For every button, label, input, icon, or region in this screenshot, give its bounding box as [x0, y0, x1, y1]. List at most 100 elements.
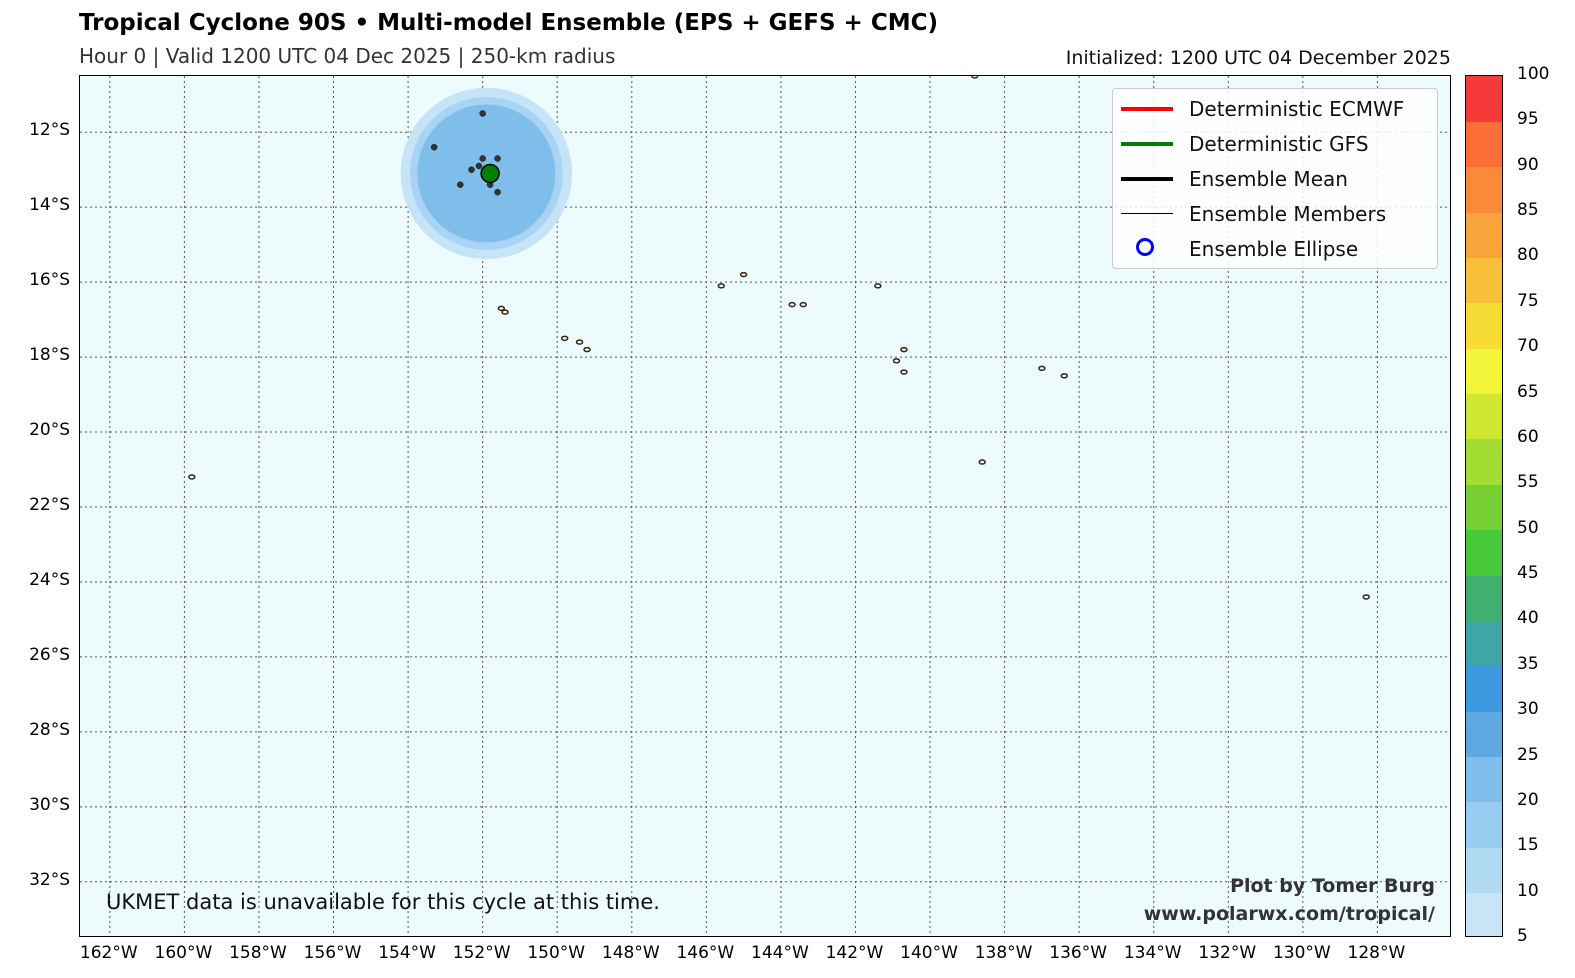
latitude-tick-label: 20°S [29, 420, 70, 441]
colorbar-segment [1466, 892, 1502, 936]
latitude-tick-label: 22°S [29, 495, 70, 515]
colorbar-tick-label: 40 [1517, 608, 1539, 629]
island-outline [874, 283, 882, 289]
ensemble-member-point [457, 181, 464, 188]
latitude-tick-label: 26°S [29, 644, 70, 665]
legend-item-gfs: Deterministic GFS [1113, 128, 1437, 158]
colorbar-tick-label: 80 [1517, 245, 1539, 266]
latitude-tick-label: 24°S [29, 569, 70, 590]
colorbar-tick-label: 55 [1517, 472, 1539, 493]
legend-swatch-ensemble-members [1121, 213, 1173, 214]
colorbar-segment [1466, 529, 1502, 576]
longitude-tick-label: 160°W [154, 943, 213, 963]
longitude-tick-label: 142°W [825, 943, 884, 963]
island-outline [497, 305, 506, 312]
legend-label-ecmwf: Deterministic ECMWF [1189, 97, 1405, 121]
island-outline [900, 346, 908, 353]
island-outline [739, 271, 748, 278]
latitude-tick-label: 16°S [29, 270, 70, 291]
legend-item-ensemble-members: Ensemble Members [1113, 198, 1437, 228]
colorbar-segment [1466, 711, 1502, 758]
longitude-tick-label: 156°W [303, 943, 362, 963]
colorbar-segment [1466, 76, 1502, 122]
island-outline [971, 76, 979, 79]
colorbar-tick-label: 50 [1517, 517, 1539, 538]
colorbar-tick-label: 95 [1517, 109, 1539, 130]
map-canvas [80, 76, 1450, 936]
longitude-tick-label: 140°W [900, 943, 958, 963]
ensemble-member-point [479, 155, 486, 162]
colorbar-tick-label: 45 [1517, 563, 1539, 584]
colorbar-segment [1466, 302, 1502, 349]
legend-swatch-ensemble-mean [1121, 177, 1173, 181]
colorbar-segment [1466, 393, 1502, 440]
colorbar-segment [1466, 438, 1502, 485]
gfs-position-marker [480, 163, 500, 184]
legend-swatch-gfs [1121, 142, 1173, 146]
colorbar-segment [1466, 620, 1502, 667]
island-outline [717, 283, 726, 289]
longitude-tick-label: 162°W [79, 943, 138, 963]
ensemble-member-point [430, 143, 438, 151]
island-outline [788, 301, 796, 308]
colorbar-tick-label: 15 [1517, 835, 1539, 856]
longitude-tick-label: 152°W [452, 943, 511, 963]
colorbar-tick-label: 100 [1517, 64, 1550, 84]
colorbar-segment [1466, 575, 1502, 621]
colorbar-segment [1466, 257, 1502, 304]
longitude-tick-label: 132°W [1198, 943, 1257, 963]
longitude-tick-label: 158°W [229, 943, 287, 963]
island-outline [575, 339, 584, 345]
colorbar-tick-label: 30 [1517, 699, 1539, 720]
legend-item-ecmwf: Deterministic ECMWF [1113, 93, 1437, 123]
legend-item-ensemble-mean: Ensemble Mean [1113, 163, 1437, 193]
legend-label-ensemble-ellipse: Ensemble Ellipse [1189, 237, 1359, 261]
island-outline [799, 301, 808, 308]
island-outline [892, 358, 901, 364]
colorbar-segment [1466, 212, 1502, 258]
island-outline [1060, 373, 1069, 379]
island-outline [1362, 594, 1370, 600]
island-outline [560, 335, 569, 342]
colorbar-tick-label: 5 [1517, 926, 1528, 946]
colorbar-tick-label: 20 [1517, 789, 1539, 810]
longitude-tick-label: 138°W [974, 943, 1033, 963]
latitude-tick-label: 14°S [29, 195, 70, 216]
colorbar-segment [1466, 756, 1502, 803]
legend-item-ensemble-ellipse: Ensemble Ellipse [1113, 233, 1437, 263]
ensemble-member-point [468, 166, 475, 173]
colorbar-tick-label: 60 [1517, 426, 1539, 447]
colorbar-tick-label: 90 [1517, 154, 1539, 175]
longitude-tick-label: 146°W [676, 943, 735, 963]
legend-swatch-ecmwf [1121, 107, 1173, 111]
island-outline [978, 459, 986, 465]
initialized-time: Initialized: 1200 UTC 04 December 2025 [1065, 47, 1451, 69]
colorbar-segment [1466, 484, 1502, 531]
colorbar-segment [1466, 348, 1502, 395]
colorbar-tick-label: 70 [1517, 336, 1539, 357]
longitude-tick-label: 150°W [527, 943, 586, 963]
island-outline [188, 474, 196, 480]
colorbar-tick-label: 10 [1517, 880, 1539, 901]
longitude-tick-label: 148°W [601, 943, 660, 963]
ensemble-member-point [475, 162, 483, 170]
latitude-tick-label: 18°S [29, 345, 70, 366]
colorbar-tick-label: 35 [1517, 653, 1539, 674]
legend-label-gfs: Deterministic GFS [1189, 132, 1369, 156]
colorbar-segment [1466, 801, 1502, 848]
longitude-tick-label: 154°W [378, 943, 436, 963]
latitude-tick-label: 32°S [29, 869, 70, 890]
longitude-tick-label: 130°W [1272, 943, 1331, 963]
colorbar-segment [1466, 121, 1502, 168]
colorbar-tick-label: 85 [1517, 200, 1539, 221]
chart-title: Tropical Cyclone 90S • Multi-model Ensem… [79, 10, 938, 36]
ensemble-member-point [494, 188, 501, 196]
island-outline [583, 346, 591, 353]
legend-label-ensemble-mean: Ensemble Mean [1189, 167, 1348, 191]
ensemble-member-point [494, 155, 501, 162]
legend-label-ensemble-members: Ensemble Members [1189, 202, 1387, 226]
colorbar-segment [1466, 847, 1502, 894]
longitude-tick-label: 144°W [751, 943, 809, 963]
legend: Deterministic ECMWF Deterministic GFS En… [1112, 88, 1438, 269]
latitude-tick-label: 30°S [29, 794, 70, 815]
